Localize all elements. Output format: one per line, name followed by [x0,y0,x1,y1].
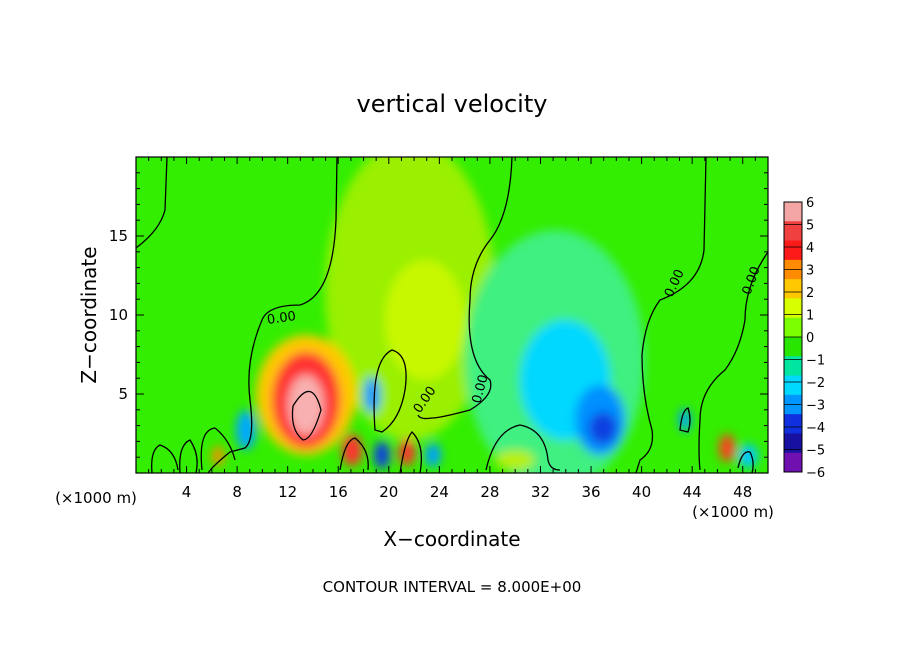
y-axis: 5 10 15 [109,172,768,458]
field-down-49 [738,444,758,468]
field-cell-17 [342,434,362,466]
colorbar-swatch [784,298,802,319]
colorbar-tick-label: −5 [806,444,825,459]
colorbar-swatch [784,221,802,242]
field-up-30 [495,450,535,470]
contour-thermal-core [291,390,322,441]
y-tick-label: 15 [109,227,128,245]
colorbar-swatch [784,240,802,261]
colorbar-tick-label: 4 [806,241,814,256]
contour-line-2 [207,157,338,473]
x-tick-label: 32 [531,483,550,501]
x-tick-label: 36 [581,483,600,501]
contour-labels: 0.00 0.00 0.00 0.00 0.00 [266,265,764,417]
x-tick-label: 16 [329,483,348,501]
field-down-24 [425,443,441,467]
y-axis-label: Z−coordinate [77,246,101,383]
colorbar-swatch [784,433,802,454]
contour-label-3: 0.00 [470,373,492,405]
colorbar-tick-label: 5 [806,219,814,234]
field-down-20 [374,441,390,469]
field-downdraft-max [589,412,617,444]
colorbar-tick-label: −2 [806,376,825,391]
contour-interval-note: CONTOUR INTERVAL = 8.000E+00 [323,578,582,596]
x-tick-label: 28 [480,483,499,501]
x-axis-label: X−coordinate [383,527,520,551]
x-tick-label: 40 [632,483,651,501]
x-tick-label: 44 [683,483,702,501]
contour-label-1: 0.00 [266,309,297,328]
x-tick-label: 48 [733,483,752,501]
x-tick-label: 4 [182,483,192,501]
velocity-field [212,157,758,473]
x-tick-label: 8 [232,483,242,501]
colorbar-tick-label: −4 [806,421,825,436]
contour-surface-6 [399,431,423,473]
colorbar-tick-label: 6 [806,196,814,211]
colorbar-tick-label: −1 [806,354,825,369]
field-down-18 [364,377,380,413]
contour-line-3 [417,157,513,420]
x-unit-label-left: (×1000 m) [55,489,137,507]
x-tick-label: 20 [379,483,398,501]
contour-surface-2 [179,439,198,473]
x-tick-label: 24 [430,483,449,501]
colorbar-swatch [784,279,802,299]
x-axis: 4 8 12 16 20 24 28 32 36 40 44 48 [148,157,756,501]
colorbar: 6 5 4 3 2 1 0 −1 −2 −3 −4 −5 −6 [783,196,825,481]
x-unit-label-right: (×1000 m) [692,503,774,521]
y-tick-label: 5 [118,385,128,403]
contour-surface-5 [373,349,407,433]
contour-surface-4 [339,437,369,471]
contour-line-4 [635,157,707,473]
colorbar-swatch [784,337,802,357]
colorbar-swatch [784,375,802,396]
contour-surface-1 [151,444,179,473]
colorbar-tick-label: −6 [806,466,825,481]
contour-line-1 [136,157,168,249]
contour-surface-7 [485,424,561,471]
colorbar-tick-label: 0 [806,331,814,346]
field-cell-47 [719,434,735,462]
zero-contours [136,157,768,473]
colorbar-tick-label: −3 [806,399,825,414]
colorbar-swatch [784,356,802,377]
y-tick-label: 10 [109,306,128,324]
contour-surface-8 [679,407,691,433]
field-down-9 [236,410,256,450]
field-thermal-pink [288,375,324,435]
colorbar-tick-label: 1 [806,309,814,324]
field-down-44 [679,408,691,432]
contour-surface-9 [737,451,754,473]
colorbar-swatch [784,452,802,473]
plot-area [136,157,768,473]
x-tick-label: 12 [278,483,297,501]
contour-surface-3 [200,427,236,471]
colorbar-swatch [784,317,802,338]
contour-line-5 [698,251,768,471]
field-cell-6 [212,446,224,466]
chart-title: vertical velocity [357,90,548,118]
colorbar-swatch [784,414,802,434]
colorbar-swatch [784,202,802,222]
field-updraft-core [385,260,465,380]
colorbar-tick-label: 3 [806,264,814,279]
colorbar-tick-label: 2 [806,286,814,301]
